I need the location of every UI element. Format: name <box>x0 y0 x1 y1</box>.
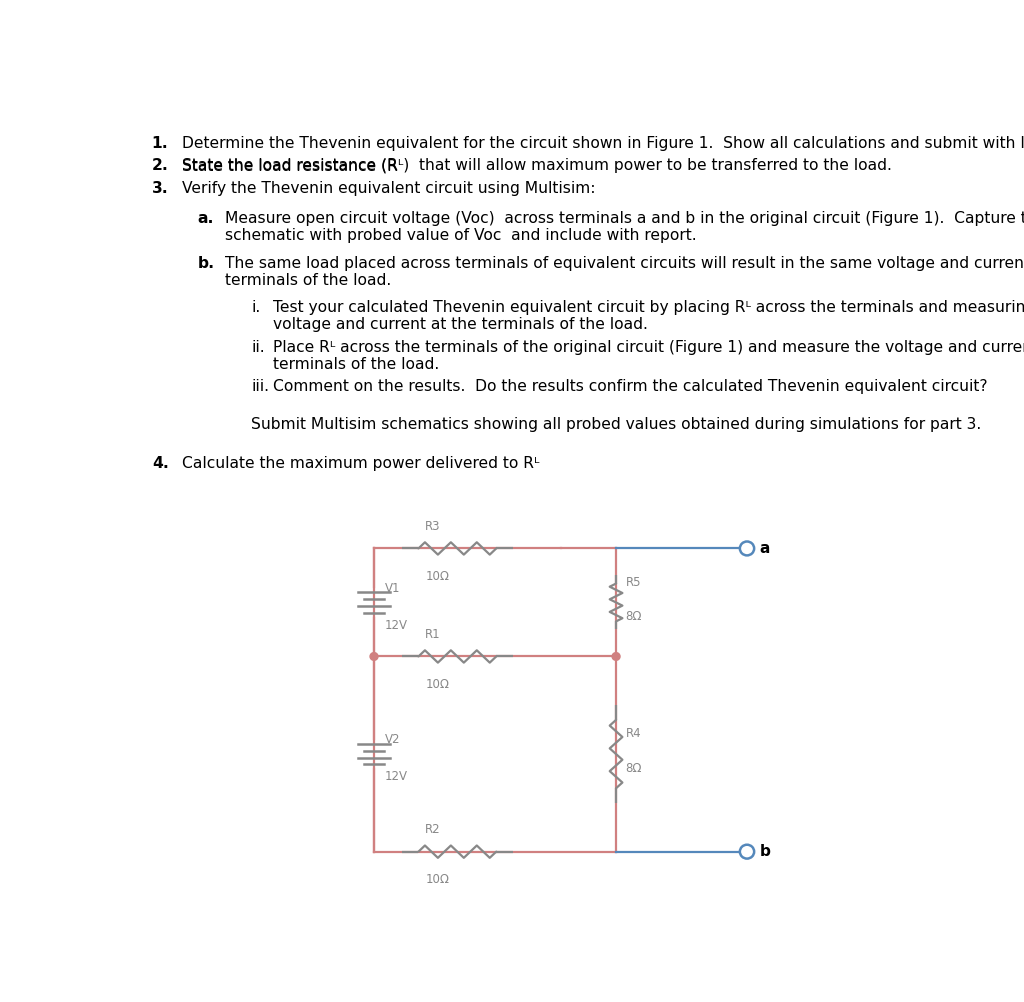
Text: voltage and current at the terminals of the load.: voltage and current at the terminals of … <box>273 317 648 332</box>
Text: Test your calculated Thevenin equivalent circuit by placing Rᴸ across the termin: Test your calculated Thevenin equivalent… <box>273 300 1024 315</box>
Text: a: a <box>760 541 770 556</box>
Text: R5: R5 <box>626 575 641 588</box>
Text: The same load placed across terminals of equivalent circuits will result in the : The same load placed across terminals of… <box>225 257 1024 271</box>
Text: 8Ω: 8Ω <box>626 610 642 623</box>
Text: 1.: 1. <box>152 136 169 151</box>
Text: Calculate the maximum power delivered to Rᴸ: Calculate the maximum power delivered to… <box>182 456 540 471</box>
Text: 3.: 3. <box>152 181 169 196</box>
Text: Measure open circuit voltage (Voc)  across terminals a and b in the original cir: Measure open circuit voltage (Voc) acros… <box>225 211 1024 226</box>
Text: State the load resistance (Rᴸ)  that will allow maximum power to be transferred : State the load resistance (Rᴸ) that will… <box>182 158 892 173</box>
Text: R4: R4 <box>626 727 641 740</box>
Text: R1: R1 <box>425 628 440 641</box>
Text: Submit Multisim schematics showing all probed values obtained during simulations: Submit Multisim schematics showing all p… <box>251 417 981 432</box>
Text: 10Ω: 10Ω <box>425 570 450 583</box>
Text: Place Rᴸ across the terminals of the original circuit (Figure 1) and measure the: Place Rᴸ across the terminals of the ori… <box>273 340 1024 355</box>
Circle shape <box>612 652 621 660</box>
Text: State the load resistance (R: State the load resistance (R <box>182 158 398 173</box>
Text: 4.: 4. <box>152 456 169 471</box>
Text: a.: a. <box>198 211 214 226</box>
Text: schematic with probed value of Voc  and include with report.: schematic with probed value of Voc and i… <box>225 228 696 243</box>
Text: 10Ω: 10Ω <box>425 874 450 886</box>
Text: ii.: ii. <box>251 340 264 355</box>
Text: Determine the Thevenin equivalent for the circuit shown in Figure 1.  Show all c: Determine the Thevenin equivalent for th… <box>182 136 1024 151</box>
Text: iii.: iii. <box>251 380 269 395</box>
Text: V2: V2 <box>385 733 400 746</box>
Text: 8Ω: 8Ω <box>626 762 642 775</box>
Text: i.: i. <box>251 300 260 315</box>
Text: terminals of the load.: terminals of the load. <box>225 273 391 288</box>
Text: R3: R3 <box>425 520 440 533</box>
Text: Comment on the results.  Do the results confirm the calculated Thevenin equivale: Comment on the results. Do the results c… <box>273 380 988 395</box>
Text: terminals of the load.: terminals of the load. <box>273 357 439 372</box>
Text: V1: V1 <box>385 582 400 595</box>
Text: b: b <box>760 844 771 859</box>
Text: 12V: 12V <box>385 771 409 784</box>
Text: 2.: 2. <box>152 158 169 173</box>
Text: R2: R2 <box>425 824 440 837</box>
Text: 12V: 12V <box>385 619 409 632</box>
Text: Verify the Thevenin equivalent circuit using Multisim:: Verify the Thevenin equivalent circuit u… <box>182 181 596 196</box>
Circle shape <box>370 652 378 660</box>
Text: b.: b. <box>198 257 215 271</box>
Text: 10Ω: 10Ω <box>425 678 450 691</box>
